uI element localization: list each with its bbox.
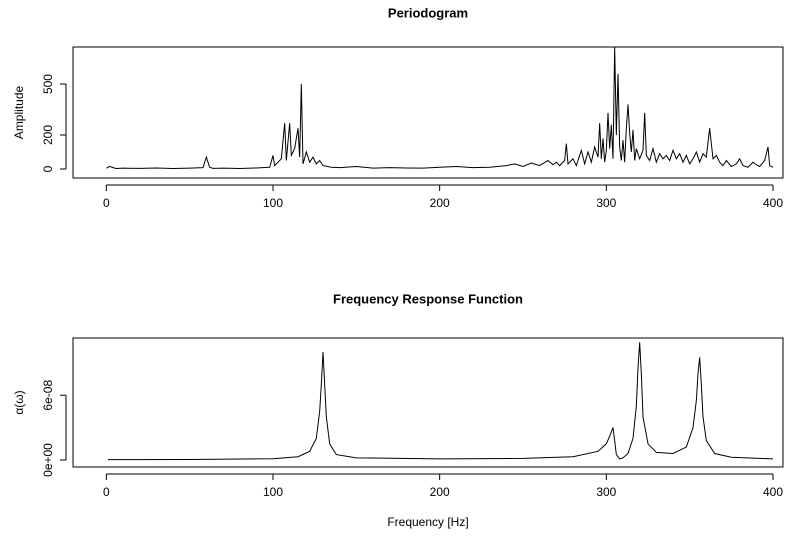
x-tick-label: 0 [103, 485, 110, 499]
x-tick-label: 300 [596, 196, 616, 210]
y-tick-label: 500 [41, 74, 55, 94]
x-tick-label: 200 [430, 196, 450, 210]
x-tick-label: 0 [103, 196, 110, 210]
x-tick-label: 200 [430, 485, 450, 499]
x-tick-label: 400 [763, 485, 783, 499]
chart-title: Frequency Response Function [333, 291, 523, 306]
x-tick-label: 100 [263, 196, 283, 210]
x-tick-label: 300 [596, 485, 616, 499]
y-tick-label: 6e-08 [41, 380, 55, 411]
x-tick-label: 100 [263, 485, 283, 499]
y-tick-label: 0e+00 [41, 443, 55, 477]
x-tick-label: 400 [763, 196, 783, 210]
x-axis-label: Frequency [Hz] [387, 515, 468, 529]
data-line [106, 46, 774, 169]
y-axis-label: α(ω) [12, 390, 26, 414]
y-tick-label: 0 [41, 165, 55, 172]
data-line [107, 342, 774, 461]
y-axis-label: Amplitude [12, 86, 26, 140]
plot-box [72, 337, 784, 468]
chart-title: Periodogram [388, 5, 468, 20]
plot-box [72, 46, 784, 179]
y-tick-label: 200 [41, 125, 55, 145]
